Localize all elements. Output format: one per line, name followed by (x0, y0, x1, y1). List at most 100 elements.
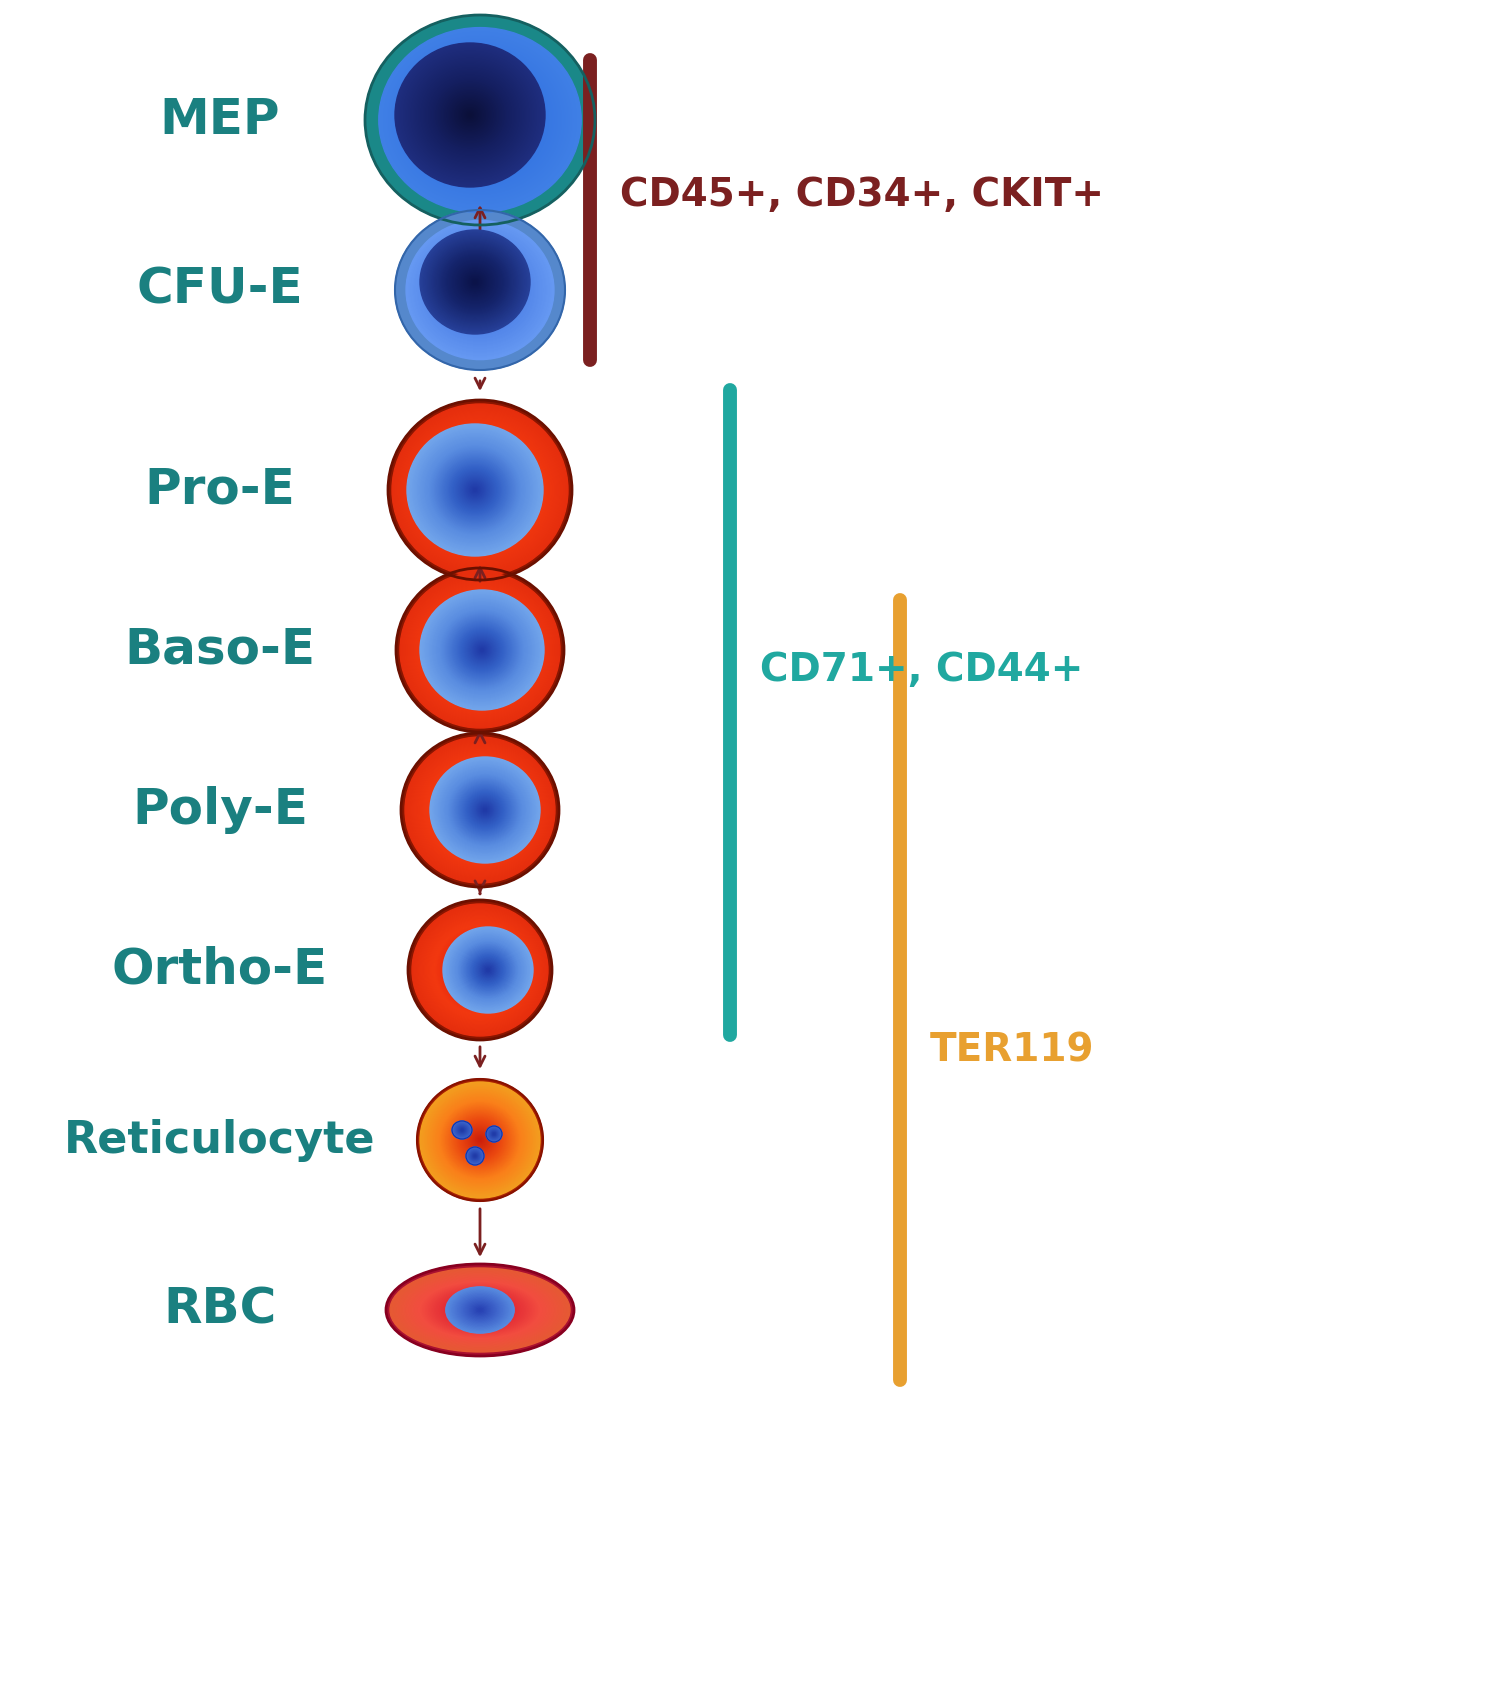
Ellipse shape (478, 1137, 483, 1142)
Ellipse shape (475, 1308, 484, 1313)
Ellipse shape (472, 963, 487, 977)
Ellipse shape (448, 261, 511, 321)
Ellipse shape (439, 1291, 520, 1328)
Ellipse shape (450, 776, 521, 844)
Ellipse shape (447, 929, 530, 1009)
Ellipse shape (463, 275, 498, 305)
Ellipse shape (465, 273, 486, 292)
Ellipse shape (444, 90, 496, 140)
Ellipse shape (445, 1287, 514, 1333)
Ellipse shape (424, 916, 535, 1023)
Ellipse shape (456, 781, 514, 839)
Ellipse shape (456, 102, 484, 128)
Ellipse shape (420, 1083, 539, 1199)
Ellipse shape (415, 1280, 544, 1340)
Ellipse shape (466, 1304, 493, 1316)
Ellipse shape (442, 1292, 517, 1328)
Ellipse shape (450, 933, 527, 1008)
Ellipse shape (447, 616, 517, 684)
Ellipse shape (478, 648, 483, 651)
Ellipse shape (391, 404, 568, 576)
Ellipse shape (460, 268, 490, 297)
Ellipse shape (396, 568, 565, 731)
Ellipse shape (442, 769, 527, 851)
Ellipse shape (447, 259, 512, 321)
Ellipse shape (402, 1274, 557, 1347)
Ellipse shape (411, 743, 548, 876)
Ellipse shape (432, 78, 508, 152)
Ellipse shape (447, 92, 493, 138)
Ellipse shape (418, 232, 542, 348)
Ellipse shape (429, 242, 532, 339)
Ellipse shape (405, 53, 535, 177)
Ellipse shape (477, 806, 483, 813)
Ellipse shape (426, 442, 524, 539)
Ellipse shape (442, 459, 508, 522)
Ellipse shape (487, 968, 490, 972)
Ellipse shape (460, 1296, 500, 1323)
Ellipse shape (429, 440, 530, 539)
Ellipse shape (475, 116, 486, 124)
Ellipse shape (426, 757, 535, 863)
Ellipse shape (450, 1289, 511, 1332)
Ellipse shape (451, 1291, 509, 1330)
Ellipse shape (457, 626, 506, 673)
Ellipse shape (471, 641, 490, 660)
Ellipse shape (454, 779, 515, 841)
Ellipse shape (427, 72, 533, 169)
Ellipse shape (411, 58, 529, 172)
Ellipse shape (459, 629, 502, 672)
Ellipse shape (480, 650, 481, 651)
Ellipse shape (448, 779, 512, 841)
Ellipse shape (444, 936, 515, 1004)
Ellipse shape (469, 1151, 481, 1161)
Ellipse shape (430, 762, 530, 858)
Ellipse shape (460, 1301, 499, 1320)
Ellipse shape (475, 486, 484, 494)
Ellipse shape (439, 1100, 521, 1180)
Ellipse shape (469, 1149, 481, 1163)
Ellipse shape (450, 621, 511, 680)
Ellipse shape (489, 1129, 499, 1139)
Ellipse shape (454, 464, 506, 517)
Ellipse shape (457, 1125, 468, 1134)
Ellipse shape (388, 401, 572, 580)
Ellipse shape (465, 476, 496, 505)
Ellipse shape (471, 111, 490, 130)
Ellipse shape (445, 614, 520, 685)
Ellipse shape (414, 60, 545, 181)
Ellipse shape (424, 597, 535, 704)
Ellipse shape (438, 454, 512, 527)
Ellipse shape (468, 109, 493, 131)
Ellipse shape (466, 957, 493, 984)
Ellipse shape (469, 951, 506, 987)
Ellipse shape (438, 609, 521, 691)
Ellipse shape (442, 1103, 518, 1176)
Ellipse shape (436, 928, 523, 1013)
Ellipse shape (429, 1286, 530, 1333)
Ellipse shape (423, 914, 538, 1026)
Ellipse shape (415, 426, 545, 554)
Ellipse shape (418, 66, 521, 164)
Ellipse shape (471, 1153, 480, 1159)
Ellipse shape (448, 1289, 511, 1332)
Ellipse shape (463, 946, 514, 994)
Ellipse shape (448, 939, 511, 1001)
Ellipse shape (453, 624, 506, 677)
Ellipse shape (454, 1298, 505, 1321)
Ellipse shape (403, 51, 536, 179)
Ellipse shape (433, 80, 506, 150)
Ellipse shape (456, 1117, 503, 1163)
Ellipse shape (444, 616, 515, 685)
Ellipse shape (475, 484, 486, 496)
Ellipse shape (483, 965, 495, 975)
Ellipse shape (477, 286, 483, 293)
Ellipse shape (430, 602, 529, 697)
Ellipse shape (474, 484, 487, 496)
Ellipse shape (403, 416, 556, 564)
Ellipse shape (486, 1125, 502, 1142)
Ellipse shape (450, 776, 520, 844)
Ellipse shape (478, 803, 492, 817)
Ellipse shape (444, 252, 506, 312)
Ellipse shape (421, 592, 539, 708)
